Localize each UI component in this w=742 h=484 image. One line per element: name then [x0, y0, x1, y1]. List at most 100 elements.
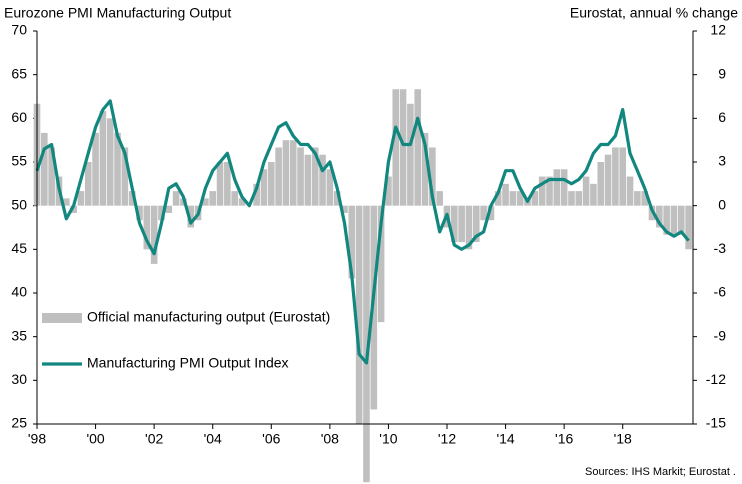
- bar: [582, 176, 590, 206]
- bar: [121, 147, 129, 206]
- y2-tick-label: -9: [714, 327, 727, 343]
- bar: [355, 205, 363, 424]
- chart-title: Eurozone PMI Manufacturing Output: [4, 5, 231, 21]
- bar: [465, 205, 473, 250]
- bar: [304, 154, 312, 206]
- bar: [311, 147, 319, 206]
- bar: [399, 89, 407, 206]
- bar: [297, 147, 304, 206]
- x-tick-label: '14: [496, 431, 514, 447]
- bar: [604, 154, 612, 206]
- bar: [48, 147, 55, 206]
- bar: [99, 111, 107, 206]
- bar: [597, 162, 605, 206]
- bar: [670, 205, 678, 235]
- bar: [546, 176, 553, 206]
- bar: [238, 198, 246, 206]
- bar: [451, 205, 458, 243]
- y-tick-label: 55: [11, 153, 27, 169]
- legend-label: Manufacturing PMI Output Index: [87, 355, 289, 371]
- x-tick-label: '02: [145, 431, 163, 447]
- bar: [224, 162, 231, 206]
- bar: [414, 89, 422, 206]
- bar: [172, 191, 180, 206]
- bar: [575, 191, 583, 206]
- bar: [480, 205, 487, 221]
- bar: [516, 191, 524, 206]
- y-tick-label: 45: [11, 240, 27, 256]
- bar: [143, 205, 151, 250]
- bar: [231, 191, 238, 206]
- bar: [590, 183, 597, 206]
- bar: [319, 154, 326, 206]
- bar: [392, 89, 400, 206]
- bar: [70, 205, 77, 213]
- bar: [77, 191, 85, 206]
- x-tick-label: '18: [614, 431, 632, 447]
- bar: [209, 191, 217, 206]
- bar: [128, 191, 136, 206]
- y2-tick-label: 0: [718, 196, 726, 212]
- y2-tick-label: 6: [718, 109, 726, 125]
- bar: [568, 191, 575, 206]
- x-tick-label: '16: [555, 431, 573, 447]
- y2-tick-label: 9: [718, 65, 726, 81]
- y2-tick-label: -6: [714, 284, 727, 300]
- x-tick-label: '00: [86, 431, 104, 447]
- bar: [472, 205, 480, 243]
- bar: [509, 191, 517, 206]
- bar: [531, 191, 539, 206]
- bar: [538, 176, 546, 206]
- bar: [275, 147, 282, 206]
- bar: [106, 118, 114, 206]
- bar: [619, 147, 627, 206]
- y2-tick-label: -12: [706, 371, 726, 387]
- bar: [641, 191, 648, 206]
- bar: [267, 162, 275, 206]
- y-tick-label: 60: [11, 109, 27, 125]
- y-tick-label: 30: [11, 371, 27, 387]
- x-tick-label: '10: [379, 431, 397, 447]
- source-note: Sources: IHS Markit; Eurostat .: [585, 466, 736, 478]
- bar: [326, 169, 334, 206]
- bar: [560, 169, 568, 206]
- bar: [502, 183, 509, 206]
- bar: [187, 205, 195, 228]
- bar: [282, 140, 290, 206]
- bar: [41, 132, 48, 206]
- bar: [612, 147, 619, 206]
- y-tick-label: 25: [11, 415, 27, 431]
- x-tick-label: '08: [321, 431, 339, 447]
- bar: [136, 205, 143, 221]
- y-tick-label: 50: [11, 196, 27, 212]
- bar: [114, 132, 121, 206]
- bar: [62, 198, 70, 206]
- y2-tick-label: 12: [710, 22, 726, 38]
- bar: [84, 162, 92, 206]
- y2-tick-label: -3: [714, 240, 727, 256]
- bar: [663, 205, 670, 235]
- bar: [429, 147, 436, 206]
- bar: [553, 169, 561, 206]
- bar: [92, 132, 99, 206]
- bar: [634, 191, 641, 206]
- bar: [202, 198, 209, 206]
- bar: [377, 205, 385, 323]
- line: [35, 99, 690, 365]
- y-tick-label: 35: [11, 327, 27, 343]
- bar: [253, 183, 260, 206]
- x-tick-label: '12: [438, 431, 456, 447]
- bar: [421, 132, 429, 206]
- bar: [494, 191, 502, 206]
- bar: [289, 140, 297, 206]
- x-tick-label: '98: [28, 431, 46, 447]
- bar: [348, 205, 356, 279]
- bar: [150, 205, 158, 264]
- x-tick-label: '06: [262, 431, 280, 447]
- bar: [458, 205, 465, 243]
- bar: [487, 205, 495, 221]
- bar: [407, 103, 414, 206]
- bar: [260, 169, 268, 206]
- bar: [385, 176, 392, 206]
